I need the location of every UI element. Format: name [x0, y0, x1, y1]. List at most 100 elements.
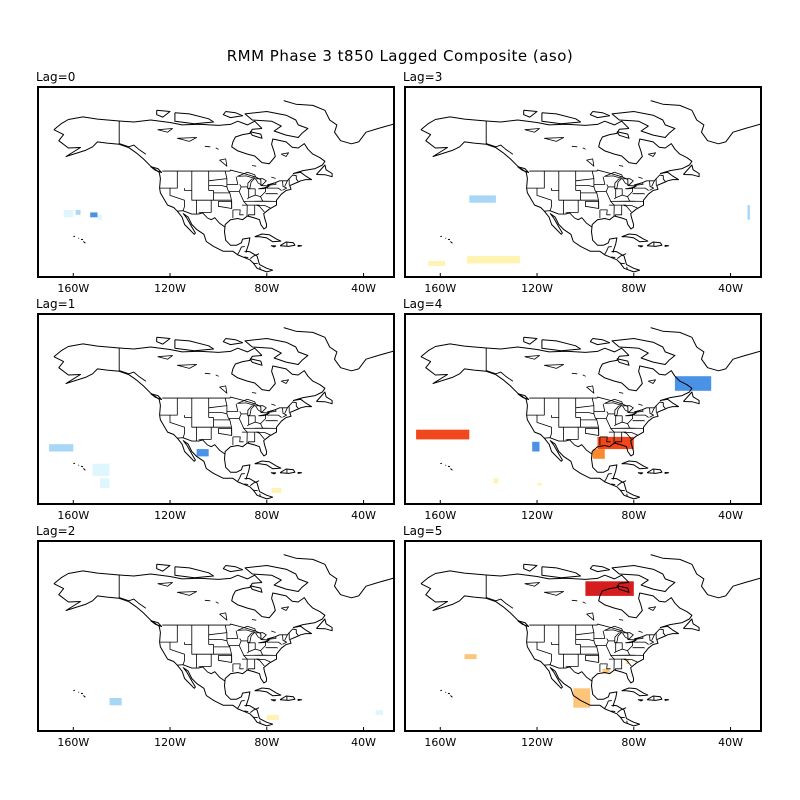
lake-outline [255, 178, 267, 186]
state-border [575, 178, 594, 182]
country-border [162, 396, 299, 414]
lake-outline [280, 606, 289, 611]
state-border [632, 420, 645, 422]
state-border [632, 641, 649, 645]
country-border [544, 210, 593, 228]
state-border [558, 644, 581, 655]
coastline [450, 468, 453, 471]
longitude-tick-label: 40W [718, 736, 743, 749]
longitude-tick-label: 40W [351, 736, 376, 749]
state-border [632, 187, 649, 191]
coastline [420, 583, 640, 727]
country-border [603, 700, 612, 710]
country-border [529, 623, 666, 641]
coastline [150, 393, 163, 400]
state-border [536, 188, 552, 201]
state-border [248, 432, 256, 444]
state-border [256, 658, 265, 667]
state-border [549, 200, 552, 211]
country-border [250, 480, 260, 486]
lake-outline [176, 364, 197, 369]
longitude-tick-label: 40W [718, 282, 743, 295]
anomaly-patch [464, 654, 477, 660]
state-border [208, 178, 227, 182]
lake-outline [251, 392, 257, 394]
coastline [297, 698, 303, 701]
anomaly-patch [416, 429, 470, 440]
state-border [265, 647, 278, 649]
state-border [256, 204, 265, 213]
state-border [551, 625, 560, 645]
country-border [619, 716, 625, 719]
state-border [551, 398, 560, 418]
coastline [650, 100, 726, 145]
country-border [619, 262, 625, 265]
state-border [565, 200, 579, 214]
state-border [593, 176, 606, 185]
state-border [248, 188, 266, 199]
coastline [316, 391, 333, 405]
coastline [316, 164, 333, 178]
coastline [297, 471, 303, 474]
coastline [279, 695, 296, 701]
lake-outline [280, 379, 289, 384]
lag-label: Lag=3 [403, 70, 443, 84]
lake-outline [614, 178, 623, 190]
state-border [228, 638, 242, 646]
country-border [244, 483, 249, 486]
state-border [198, 427, 212, 441]
state-border [627, 650, 631, 656]
state-border [591, 171, 600, 209]
state-border [248, 415, 266, 426]
country-border [259, 720, 261, 725]
country-border [236, 473, 245, 483]
anomaly-patch [97, 214, 103, 220]
map-panel [404, 540, 762, 732]
longitude-tick-label: 80W [254, 282, 280, 295]
coastline [283, 100, 359, 145]
state-border [226, 403, 239, 412]
coastline [450, 241, 453, 244]
lake-outline [524, 128, 540, 133]
coastline [358, 577, 395, 597]
state-border [184, 625, 193, 645]
country-border [611, 478, 615, 480]
coastline [83, 468, 86, 471]
coastline [621, 233, 649, 243]
state-border [627, 196, 631, 202]
lake-outline [176, 137, 197, 142]
coastline [683, 391, 700, 405]
state-border [208, 412, 228, 415]
coastline [541, 339, 582, 352]
state-border [585, 201, 600, 209]
coastline [637, 245, 644, 248]
country-border [485, 348, 514, 382]
anomaly-patch [266, 715, 279, 720]
state-border [256, 204, 271, 209]
country-border [611, 256, 616, 259]
state-border [526, 398, 545, 416]
coastline [420, 570, 630, 585]
coastline [637, 699, 644, 702]
state-border [565, 427, 579, 441]
anomaly-patch [493, 478, 499, 484]
longitude-tick-label: 40W [351, 282, 376, 295]
state-border [191, 417, 214, 428]
lake-outline [622, 405, 634, 413]
longitude-tick-label: 80W [254, 736, 280, 749]
lag-label: Lag=1 [36, 297, 76, 311]
coastline [450, 695, 453, 698]
lake-outline [638, 176, 643, 179]
country-border [611, 710, 616, 713]
coastline [420, 129, 640, 273]
coastline [156, 563, 171, 572]
state-border [191, 190, 214, 201]
state-border [536, 415, 552, 428]
state-border [282, 180, 287, 191]
coastline [156, 109, 171, 118]
state-border [575, 405, 594, 409]
country-border [529, 169, 666, 187]
anomaly-patch [747, 205, 750, 220]
country-border [611, 251, 615, 253]
coastline [224, 582, 326, 725]
